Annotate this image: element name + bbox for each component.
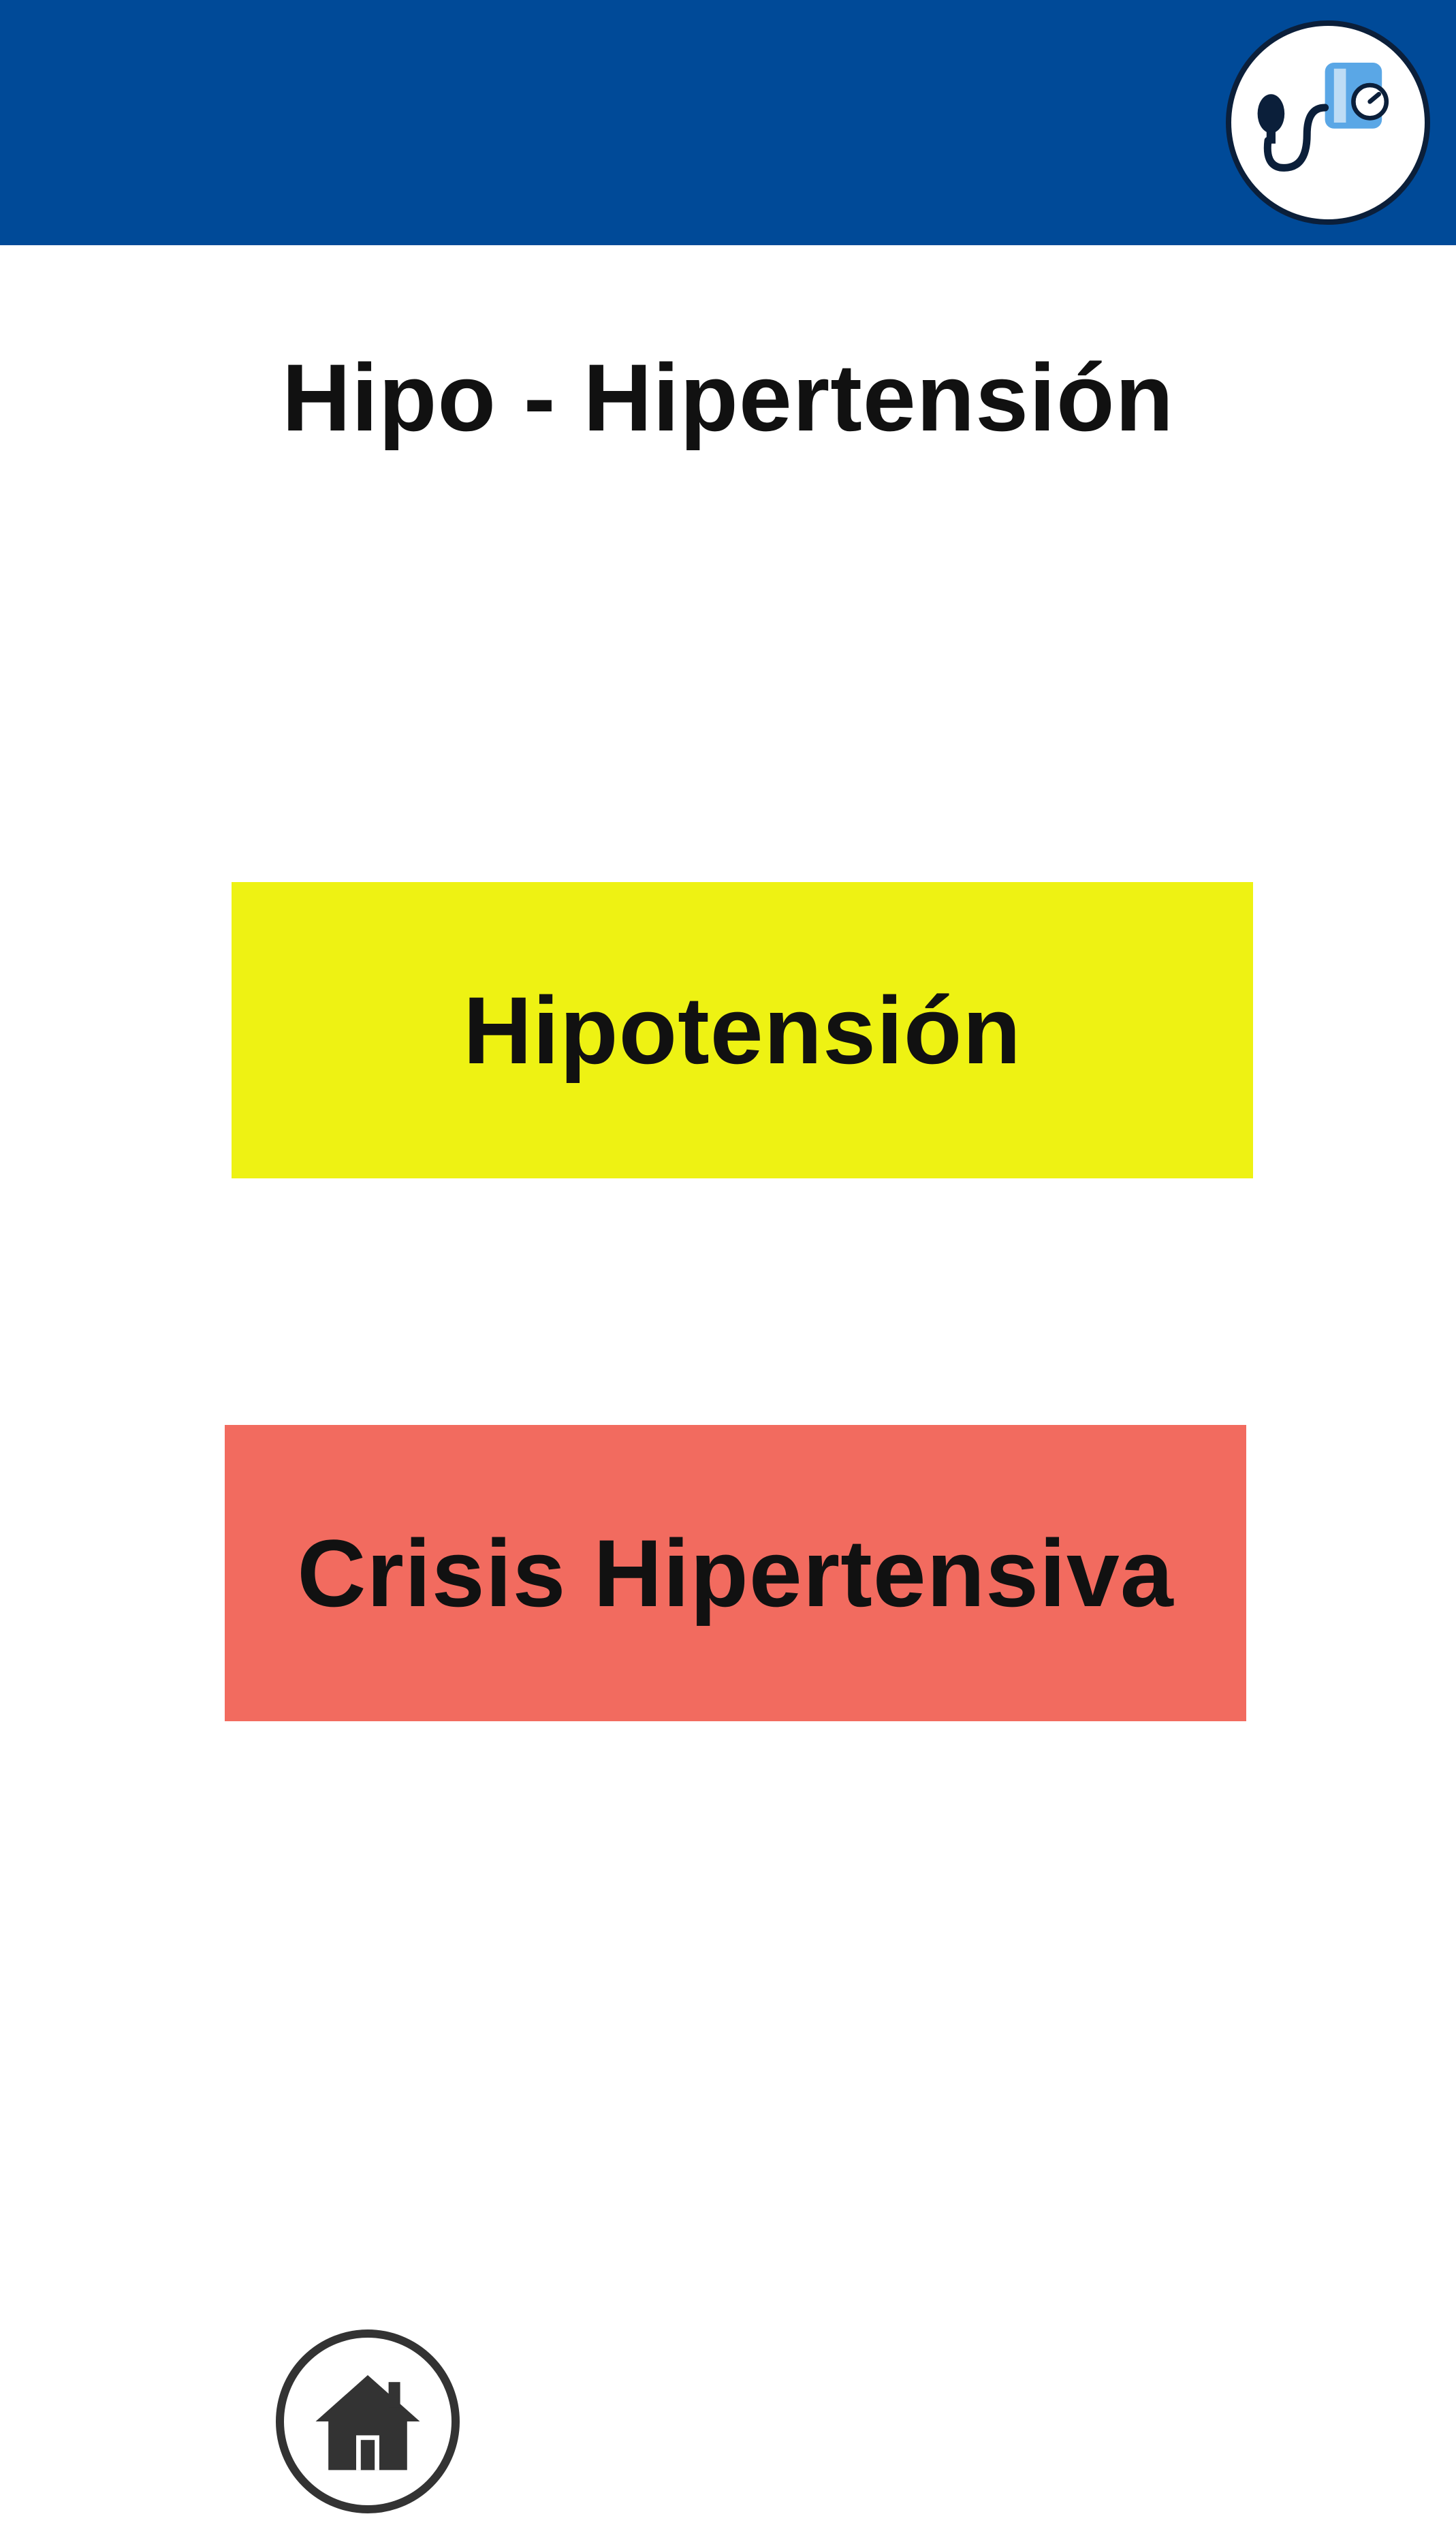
crisis-hipertensiva-button[interactable]: Crisis Hipertensiva: [225, 1425, 1246, 1721]
page-title: Hipo - Hipertensión: [281, 344, 1175, 451]
home-icon: [315, 2375, 420, 2470]
app-header: [0, 0, 1456, 245]
home-button[interactable]: [276, 2329, 460, 2513]
app-logo-button[interactable]: [1226, 20, 1430, 225]
blood-pressure-monitor-icon: [1257, 63, 1389, 172]
hipotension-button[interactable]: Hipotensión: [232, 882, 1253, 1178]
